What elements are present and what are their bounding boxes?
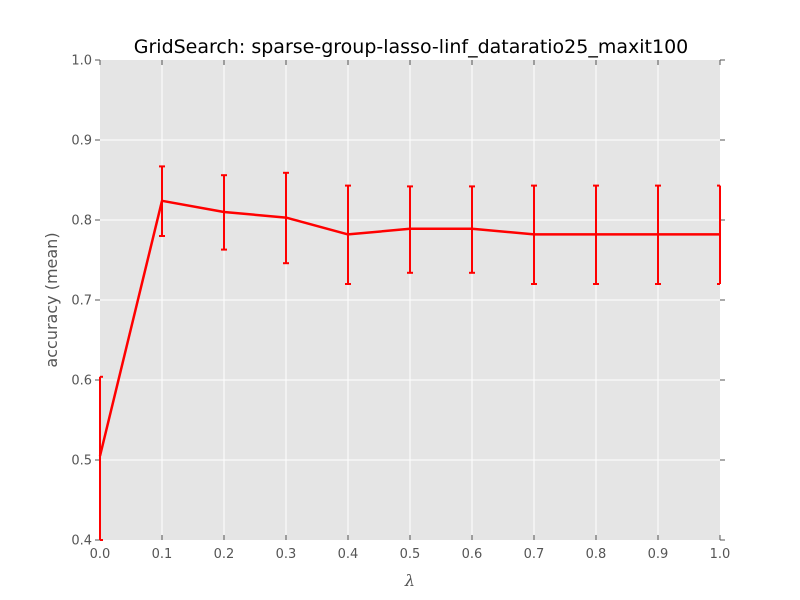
x-tick-label: 0.2 (214, 547, 235, 562)
x-tick-label: 0.1 (152, 547, 173, 562)
y-tick-label: 0.5 (71, 454, 92, 469)
tick-labels: 0.0 0.1 0.2 0.3 0.4 0.5 0.6 0.7 0.8 0.9 1.0 0.4 0.5 0… (71, 54, 730, 563)
x-tick-label: 1.0 (710, 547, 731, 562)
x-tick-label: 0.4 (338, 547, 359, 562)
y-tick-label: 0.9 (71, 134, 92, 149)
grid-lines (100, 60, 720, 540)
series-line-layer (98, 199, 720, 457)
y-tick-label: 0.6 (71, 374, 92, 389)
x-tick-label: 0.3 (276, 547, 297, 562)
x-tick-label: 0.7 (524, 547, 545, 562)
y-axis-label: accuracy (mean) (42, 232, 61, 367)
chart-title: GridSearch: sparse-group-lasso-linf_data… (134, 36, 689, 58)
x-tick-label: 0.6 (462, 547, 483, 562)
y-tick-label: 0.8 (71, 214, 92, 229)
y-tick-label: 1.0 (71, 54, 92, 69)
x-tick-label: 0.8 (586, 547, 607, 562)
y-tick-label: 0.7 (71, 294, 92, 309)
series-line (98, 199, 720, 457)
x-tick-label: 0.0 (90, 547, 111, 562)
x-tick-label: 0.9 (648, 547, 669, 562)
y-tick-label: 0.4 (71, 534, 92, 549)
x-axis-label: λ (404, 571, 415, 590)
x-tick-label: 0.5 (400, 547, 421, 562)
